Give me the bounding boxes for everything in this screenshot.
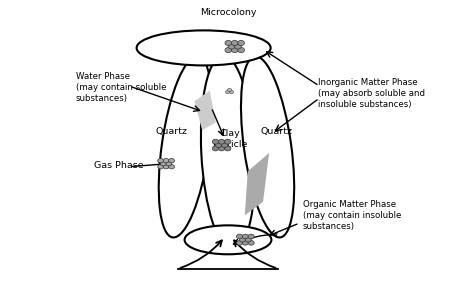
Ellipse shape <box>225 91 229 94</box>
Ellipse shape <box>224 139 230 144</box>
Ellipse shape <box>212 139 218 144</box>
Ellipse shape <box>201 56 254 250</box>
Ellipse shape <box>136 30 270 65</box>
Text: Water Phase
(may contain soluble
substances): Water Phase (may contain soluble substan… <box>76 72 166 103</box>
Ellipse shape <box>227 88 231 91</box>
Ellipse shape <box>242 241 248 245</box>
Ellipse shape <box>160 162 166 166</box>
Text: Clay
Particle: Clay Particle <box>212 129 247 149</box>
Ellipse shape <box>168 159 174 163</box>
Ellipse shape <box>242 234 248 239</box>
Ellipse shape <box>168 165 174 169</box>
Ellipse shape <box>184 225 271 254</box>
Text: Quartz: Quartz <box>213 229 245 238</box>
Ellipse shape <box>228 44 234 49</box>
Ellipse shape <box>234 44 241 49</box>
Ellipse shape <box>236 241 242 245</box>
Ellipse shape <box>224 40 231 46</box>
Ellipse shape <box>245 237 251 242</box>
Text: Clay Particle: Clay Particle <box>156 43 214 52</box>
Ellipse shape <box>166 162 172 166</box>
Ellipse shape <box>237 47 244 53</box>
Ellipse shape <box>163 159 169 163</box>
Ellipse shape <box>218 139 224 144</box>
Ellipse shape <box>224 47 231 53</box>
Ellipse shape <box>221 143 228 147</box>
Ellipse shape <box>157 159 163 163</box>
Ellipse shape <box>231 40 238 46</box>
Text: Gas Phase: Gas Phase <box>94 161 143 170</box>
Ellipse shape <box>218 146 224 151</box>
Ellipse shape <box>248 241 253 245</box>
Text: Inorganic Matter Phase
(may absorb soluble and
insoluble substances): Inorganic Matter Phase (may absorb solub… <box>317 78 424 109</box>
Ellipse shape <box>240 56 293 237</box>
Ellipse shape <box>157 165 163 169</box>
Ellipse shape <box>163 165 169 169</box>
Text: Microcolony: Microcolony <box>199 8 256 17</box>
Ellipse shape <box>239 237 245 242</box>
Ellipse shape <box>237 40 244 46</box>
Ellipse shape <box>236 234 242 239</box>
Ellipse shape <box>215 143 221 147</box>
Ellipse shape <box>231 47 238 53</box>
Ellipse shape <box>212 146 218 151</box>
Ellipse shape <box>158 56 212 237</box>
Text: Quartz: Quartz <box>155 127 187 136</box>
Ellipse shape <box>248 234 253 239</box>
Text: Quartz: Quartz <box>260 127 292 136</box>
Ellipse shape <box>224 146 230 151</box>
Polygon shape <box>244 153 268 215</box>
Text: Organic Matter Phase
(may contain insoluble
substances): Organic Matter Phase (may contain insolu… <box>302 200 400 231</box>
Ellipse shape <box>229 91 233 94</box>
Polygon shape <box>194 91 215 130</box>
